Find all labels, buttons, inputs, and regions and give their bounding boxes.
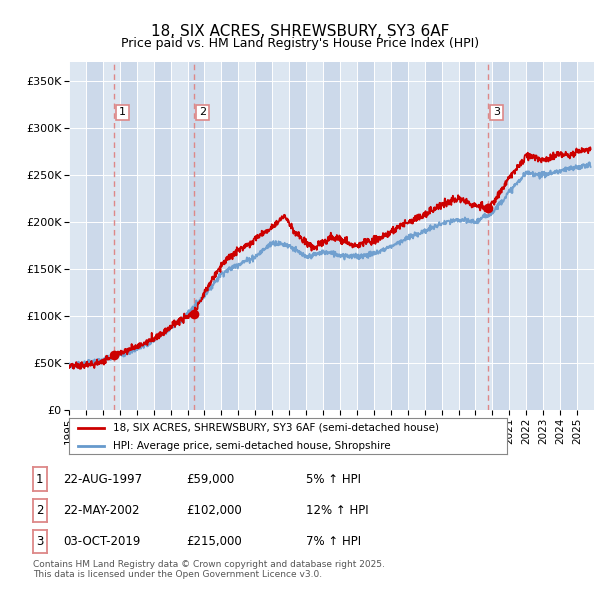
Bar [188, 62, 205, 410]
Bar [560, 62, 577, 410]
Text: 7% ↑ HPI: 7% ↑ HPI [306, 535, 361, 548]
Text: 5% ↑ HPI: 5% ↑ HPI [306, 473, 361, 486]
Text: 03-OCT-2019: 03-OCT-2019 [63, 535, 140, 548]
Bar [86, 62, 103, 410]
Text: £102,000: £102,000 [186, 504, 242, 517]
Text: £215,000: £215,000 [186, 535, 242, 548]
Bar [391, 62, 408, 410]
Bar [323, 62, 340, 410]
Bar [425, 62, 442, 410]
Text: 3: 3 [493, 107, 500, 117]
Text: 22-AUG-1997: 22-AUG-1997 [63, 473, 142, 486]
Text: 12% ↑ HPI: 12% ↑ HPI [306, 504, 368, 517]
Bar [526, 62, 543, 410]
Text: 2: 2 [36, 504, 44, 517]
Bar [255, 62, 272, 410]
Bar [289, 62, 306, 410]
Text: Contains HM Land Registry data © Crown copyright and database right 2025.
This d: Contains HM Land Registry data © Crown c… [33, 560, 385, 579]
Text: 1: 1 [36, 473, 44, 486]
Text: 18, SIX ACRES, SHREWSBURY, SY3 6AF (semi-detached house): 18, SIX ACRES, SHREWSBURY, SY3 6AF (semi… [113, 423, 439, 433]
Bar [458, 62, 475, 410]
Text: 2: 2 [199, 107, 206, 117]
Bar [493, 62, 509, 410]
Text: 1: 1 [119, 107, 126, 117]
Text: 3: 3 [36, 535, 44, 548]
Bar [120, 62, 137, 410]
Text: Price paid vs. HM Land Registry's House Price Index (HPI): Price paid vs. HM Land Registry's House … [121, 37, 479, 50]
Bar [357, 62, 374, 410]
Text: £59,000: £59,000 [186, 473, 234, 486]
Text: 22-MAY-2002: 22-MAY-2002 [63, 504, 139, 517]
Bar [221, 62, 238, 410]
Text: HPI: Average price, semi-detached house, Shropshire: HPI: Average price, semi-detached house,… [113, 441, 391, 451]
Bar [154, 62, 170, 410]
Text: 18, SIX ACRES, SHREWSBURY, SY3 6AF: 18, SIX ACRES, SHREWSBURY, SY3 6AF [151, 24, 449, 38]
